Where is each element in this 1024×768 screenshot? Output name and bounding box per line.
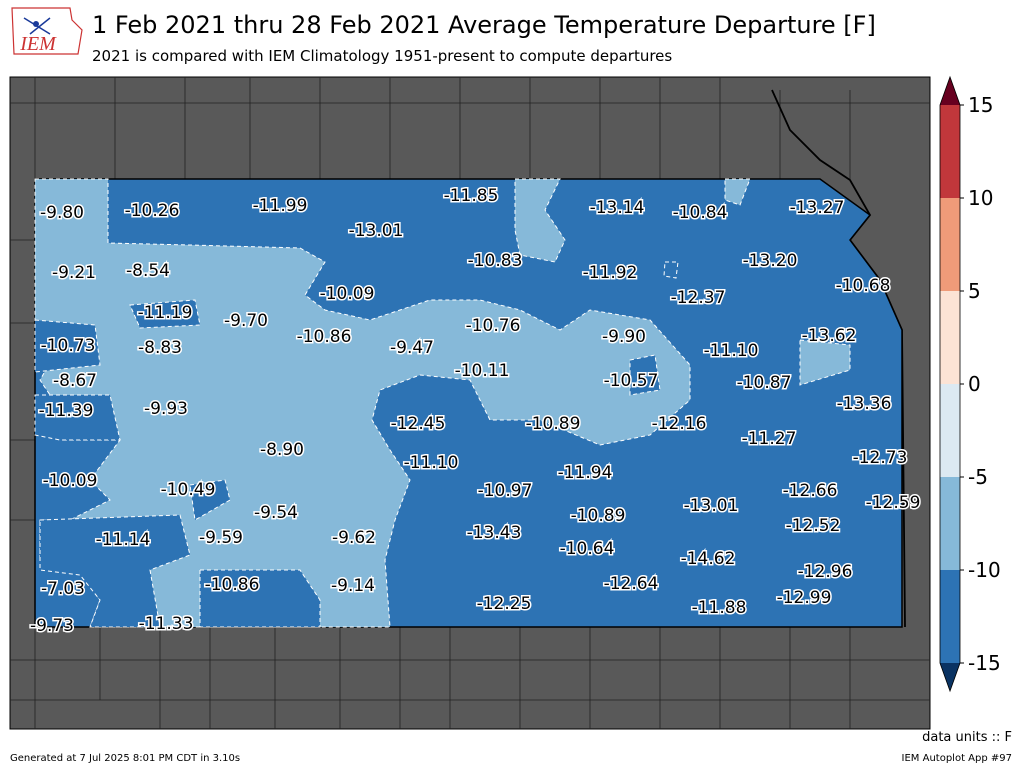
- station-value: -7.03: [41, 579, 85, 599]
- units: data units :: F: [922, 730, 1012, 745]
- station-value: -13.01: [684, 496, 739, 516]
- station-value: -9.70: [224, 311, 268, 331]
- logo-text: IEM: [19, 33, 57, 55]
- station-value: -11.14: [96, 530, 151, 550]
- station-value: -10.97: [478, 481, 533, 501]
- station-value: -11.99: [253, 196, 308, 216]
- station-value: -13.43: [467, 523, 522, 543]
- station-value: -13.01: [349, 221, 404, 241]
- station-value: -12.99: [777, 588, 832, 608]
- station-value: -8.83: [138, 338, 182, 358]
- station-value: -9.73: [30, 616, 74, 636]
- title: 1 Feb 2021 thru 28 Feb 2021 Average Temp…: [92, 11, 876, 39]
- station-value: -12.25: [477, 594, 532, 614]
- station-value: -9.47: [390, 338, 434, 358]
- station-value: -11.85: [444, 186, 499, 206]
- station-value: -11.19: [138, 303, 193, 323]
- station-value: -11.27: [742, 429, 797, 449]
- colorbar-tick-label: -10: [968, 558, 1001, 582]
- station-value: -10.26: [125, 201, 180, 221]
- station-value: -10.76: [466, 316, 521, 336]
- colorbar-segment: [940, 105, 960, 198]
- station-value: -9.59: [199, 528, 243, 548]
- station-value: -8.67: [53, 371, 97, 391]
- station-value: -12.52: [786, 516, 841, 536]
- station-value: -10.84: [673, 203, 728, 223]
- station-value: -13.20: [743, 251, 798, 271]
- colorbar-tick-label: -5: [968, 465, 988, 489]
- station-value: -13.14: [590, 198, 645, 218]
- station-value: -10.49: [161, 480, 216, 500]
- colorbar-tick-label: -15: [968, 651, 1001, 675]
- station-value: -10.09: [43, 471, 98, 491]
- colorbar-over: [940, 77, 960, 105]
- station-value: -10.68: [836, 276, 891, 296]
- colorbar-tick-label: 15: [968, 93, 993, 117]
- subtitle: 2021 is compared with IEM Climatology 19…: [92, 47, 672, 65]
- station-value: -12.16: [652, 414, 707, 434]
- station-value: -9.14: [331, 576, 375, 596]
- station-value: -10.89: [571, 506, 626, 526]
- station-value: -10.11: [455, 361, 510, 381]
- station-value: -12.45: [391, 414, 446, 434]
- station-value: -10.57: [604, 371, 659, 391]
- station-value: -12.73: [853, 448, 908, 468]
- station-value: -9.54: [254, 503, 298, 523]
- station-value: -9.93: [144, 399, 188, 419]
- map: -9.80 -10.26 -11.99 -13.01 -11.85 -13.14 -10.8…: [9, 76, 931, 730]
- colorbar-tick-label: 0: [968, 372, 981, 396]
- station-value: -13.27: [790, 198, 845, 218]
- station-value: -11.33: [139, 614, 194, 634]
- colorbar-tick-label: 5: [968, 279, 981, 303]
- station-value: -10.09: [320, 284, 375, 304]
- station-value: -9.90: [602, 327, 646, 347]
- colorbar: 15 10 5 0 -5 -10 -15: [939, 75, 1001, 693]
- station-value: -11.88: [692, 598, 747, 618]
- colorbar-segment: [940, 477, 960, 570]
- station-value: -10.89: [526, 414, 581, 434]
- station-value: -10.86: [297, 327, 352, 347]
- station-value: -14.62: [681, 549, 736, 569]
- station-value: -12.64: [604, 574, 659, 594]
- station-value: -10.73: [41, 336, 96, 356]
- colorbar-segment: [940, 384, 960, 477]
- logo: IEM: [11, 7, 83, 55]
- station-value: -10.64: [560, 539, 615, 559]
- station-value: -10.86: [205, 575, 260, 595]
- station-value: -13.36: [837, 394, 892, 414]
- colorbar-tick-label: 10: [968, 186, 993, 210]
- app: IEM Autoplot App #97: [902, 753, 1012, 764]
- colorbar-segment: [940, 570, 960, 663]
- station-value: -12.96: [798, 562, 853, 582]
- station-value: -11.10: [704, 341, 759, 361]
- colorbar-segment: [940, 291, 960, 384]
- station-value: -8.90: [260, 440, 304, 460]
- station-value: -9.21: [52, 263, 96, 283]
- station-value: -10.83: [468, 251, 523, 271]
- station-value: -8.54: [126, 261, 170, 281]
- station-value: -11.39: [39, 401, 94, 421]
- colorbar-under: [940, 663, 960, 691]
- station-value: -12.59: [866, 493, 921, 513]
- station-value: -11.94: [558, 463, 613, 483]
- station-value: -12.37: [671, 288, 726, 308]
- station-value: -11.10: [404, 453, 459, 473]
- generated: Generated at 7 Jul 2025 8:01 PM CDT in 3…: [10, 753, 240, 764]
- station-value: -10.87: [737, 373, 792, 393]
- station-value: -11.92: [583, 263, 638, 283]
- station-value: -13.62: [802, 326, 857, 346]
- station-value: -12.66: [783, 481, 838, 501]
- station-value: -9.80: [40, 203, 84, 223]
- station-value: -9.62: [332, 528, 376, 548]
- colorbar-segment: [940, 198, 960, 291]
